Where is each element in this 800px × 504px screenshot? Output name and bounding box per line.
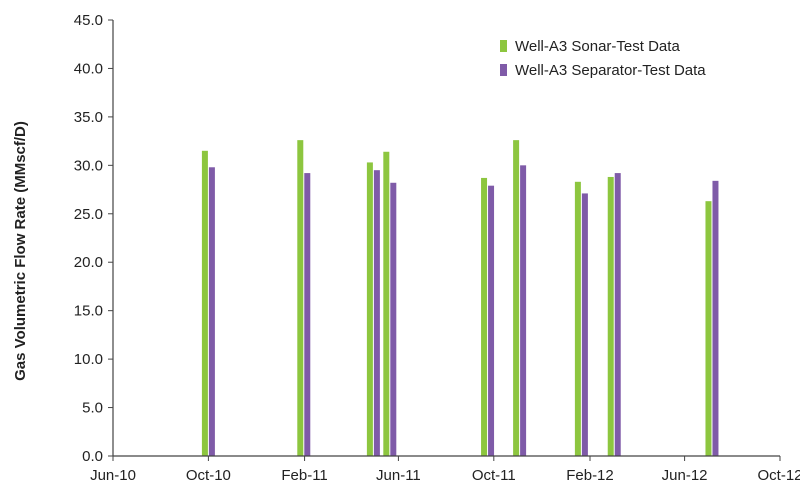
y-tick-label: 35.0 bbox=[74, 109, 103, 126]
bar-series-2-point-4 bbox=[390, 182, 397, 456]
y-tick-label: 40.0 bbox=[74, 60, 103, 77]
axes-layer bbox=[112, 20, 780, 457]
bar-series-1-point-8 bbox=[607, 176, 614, 456]
x-axis-ticks: Jun-10 Oct-10 Feb-11 Jun-11 Oct-11 Feb-12 Jun-… bbox=[90, 456, 800, 484]
bar-series-1-point-7 bbox=[574, 181, 581, 457]
x-tick-label: Jun-11 bbox=[376, 467, 421, 484]
y-axis-title: Gas Volumetric Flow Rate (MMscf/D) bbox=[12, 121, 29, 381]
bar-series-1-point-5 bbox=[481, 177, 488, 456]
bar-series-2-point-9 bbox=[712, 180, 719, 456]
x-tick-label: Oct-10 bbox=[186, 467, 231, 484]
y-axis-ticks: 0.0 5.0 10.0 15.0 20.0 25.0 30.0 35.0 40.0 45.0 bbox=[74, 12, 113, 465]
y-tick-label: 5.0 bbox=[82, 400, 103, 417]
bar-series-2-point-3 bbox=[373, 170, 380, 456]
y-tick-label: 15.0 bbox=[74, 303, 103, 320]
bar-series-1-point-3 bbox=[366, 162, 373, 456]
bar-series-2-point-6 bbox=[520, 165, 527, 456]
y-tick-label: 25.0 bbox=[74, 206, 103, 223]
legend-label-2: Well-A3 Separator-Test Data bbox=[515, 62, 706, 79]
bar-series-1-point-2 bbox=[297, 140, 304, 456]
x-tick-label: Oct-11 bbox=[472, 467, 516, 484]
y-tick-label: 20.0 bbox=[74, 254, 103, 271]
x-tick-label: Feb-11 bbox=[281, 467, 327, 484]
bar-series-2-point-1 bbox=[208, 167, 215, 456]
legend-swatch-1 bbox=[500, 40, 507, 52]
y-tick-label: 0.0 bbox=[82, 448, 103, 465]
bar-series-2-point-2 bbox=[304, 173, 311, 456]
x-tick-label: Feb-12 bbox=[566, 467, 614, 484]
legend-swatch-2 bbox=[500, 64, 507, 76]
bar-series-2-point-5 bbox=[488, 185, 495, 456]
bar-series-1-point-1 bbox=[201, 150, 208, 457]
y-tick-label: 10.0 bbox=[74, 351, 103, 368]
bar-series-2-point-8 bbox=[614, 173, 621, 456]
x-tick-label: Oct-12 bbox=[757, 467, 800, 484]
legend: Well-A3 Sonar-Test Data Well-A3 Separator… bbox=[500, 38, 706, 79]
bar-series-2-point-7 bbox=[581, 193, 588, 456]
bar-series-1-point-6 bbox=[513, 140, 520, 456]
bars-layer bbox=[201, 140, 719, 457]
y-tick-label: 45.0 bbox=[74, 12, 103, 29]
x-tick-label: Jun-10 bbox=[90, 467, 136, 484]
bar-series-1-point-4 bbox=[383, 151, 390, 456]
bar-series-1-point-9 bbox=[705, 201, 712, 456]
x-tick-label: Jun-12 bbox=[662, 467, 708, 484]
legend-label-1: Well-A3 Sonar-Test Data bbox=[515, 38, 680, 55]
y-tick-label: 30.0 bbox=[74, 157, 103, 174]
